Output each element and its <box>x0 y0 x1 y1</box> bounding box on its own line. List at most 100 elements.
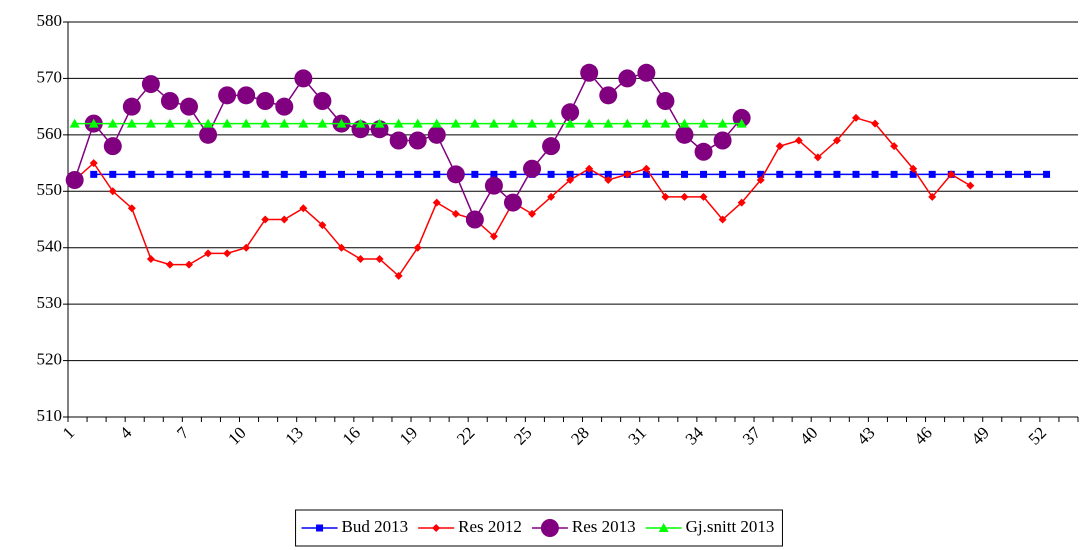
marker-diamond <box>642 164 651 173</box>
marker-square <box>890 170 898 178</box>
marker-diamond <box>375 255 384 263</box>
marker-diamond <box>585 164 594 173</box>
marker-triangle <box>298 118 309 128</box>
marker-square <box>566 170 574 178</box>
marker-diamond <box>871 119 880 128</box>
y-tick-label: 580 <box>37 11 63 30</box>
marker-circle <box>122 97 141 116</box>
marker-square <box>871 170 879 178</box>
y-tick-label: 540 <box>37 237 63 256</box>
marker-triangle <box>660 118 671 128</box>
marker-square <box>242 170 250 178</box>
marker-triangle <box>546 118 557 128</box>
marker-circle <box>637 63 656 82</box>
x-tick-label: 43 <box>853 423 878 448</box>
marker-square <box>661 170 669 178</box>
marker-square <box>166 170 174 178</box>
marker-circle <box>294 69 313 88</box>
marker-diamond <box>356 255 365 263</box>
y-tick-label: 530 <box>37 293 63 312</box>
marker-diamond <box>528 209 537 218</box>
marker-diamond <box>928 192 937 201</box>
marker-triangle <box>241 118 252 128</box>
marker-circle <box>427 125 446 144</box>
marker-triangle <box>260 118 271 128</box>
marker-circle <box>237 86 256 105</box>
marker-triangle <box>107 118 118 128</box>
marker-circle <box>599 86 618 105</box>
x-tick-label: 28 <box>567 423 592 448</box>
marker-diamond <box>146 255 155 263</box>
marker-square <box>776 170 784 178</box>
marker-triangle <box>488 118 499 128</box>
marker-square <box>128 170 136 178</box>
marker-square <box>795 170 803 178</box>
marker-square <box>414 170 422 178</box>
marker-square <box>833 170 841 178</box>
marker-square <box>109 170 117 178</box>
marker-diamond <box>489 232 498 241</box>
marker-diamond <box>775 142 784 151</box>
marker-square <box>223 170 231 178</box>
marker-circle <box>103 137 122 156</box>
y-tick-label: 520 <box>37 349 63 368</box>
marker-square <box>90 170 98 178</box>
marker-square <box>280 170 288 178</box>
marker-diamond <box>699 192 708 201</box>
marker-diamond <box>718 215 727 224</box>
legend-label: Res 2012 <box>458 517 522 536</box>
marker-square <box>261 170 269 178</box>
marker-diamond <box>413 243 422 252</box>
marker-triangle <box>222 118 233 128</box>
marker-square <box>433 170 441 178</box>
marker-circle <box>675 125 694 144</box>
marker-circle <box>313 92 332 110</box>
marker-square <box>1004 170 1012 178</box>
marker-triangle <box>736 118 747 128</box>
legend: Bud 2013 Res 2012 Res 2013 Gj.snitt 2013 <box>295 509 783 547</box>
y-tick-label: 510 <box>37 406 63 425</box>
marker-diamond <box>108 187 117 196</box>
x-tick-label: 40 <box>796 423 821 448</box>
legend-label: Bud 2013 <box>342 517 409 536</box>
marker-circle <box>256 92 275 110</box>
marker-square <box>738 170 746 178</box>
x-tick-label: 1 <box>59 423 78 442</box>
marker-triangle <box>317 118 328 128</box>
marker-circle <box>351 120 370 139</box>
marker-diamond <box>337 243 346 252</box>
marker-diamond <box>451 209 460 218</box>
x-tick-label: 13 <box>281 423 306 448</box>
x-tick-label: 25 <box>510 423 535 448</box>
marker-triangle <box>69 118 80 128</box>
marker-triangle <box>698 118 709 128</box>
marker-triangle <box>203 118 214 128</box>
marker-diamond <box>299 204 308 213</box>
marker-circle <box>713 131 732 150</box>
marker-diamond <box>794 136 803 145</box>
marker-triangle <box>336 118 347 128</box>
marker-square <box>719 170 727 178</box>
y-tick-label: 560 <box>37 124 63 143</box>
marker-square <box>757 170 765 178</box>
x-tick-label: 31 <box>625 423 650 448</box>
marker-triangle <box>126 118 137 128</box>
marker-diamond <box>89 159 98 168</box>
marker-diamond <box>890 142 899 151</box>
marker-square <box>316 524 324 532</box>
marker-triangle <box>145 118 156 128</box>
marker-square <box>337 170 345 178</box>
marker-circle <box>580 63 599 82</box>
marker-square <box>376 170 384 178</box>
marker-square <box>395 170 403 178</box>
marker-square <box>585 170 593 178</box>
marker-circle <box>523 159 542 178</box>
marker-triangle <box>431 118 442 128</box>
marker-triangle <box>527 118 538 128</box>
marker-circle <box>389 131 408 150</box>
marker-triangle <box>164 118 175 128</box>
marker-circle <box>180 97 199 116</box>
marker-triangle <box>584 118 595 128</box>
marker-diamond <box>623 170 632 179</box>
marker-square <box>814 170 822 178</box>
